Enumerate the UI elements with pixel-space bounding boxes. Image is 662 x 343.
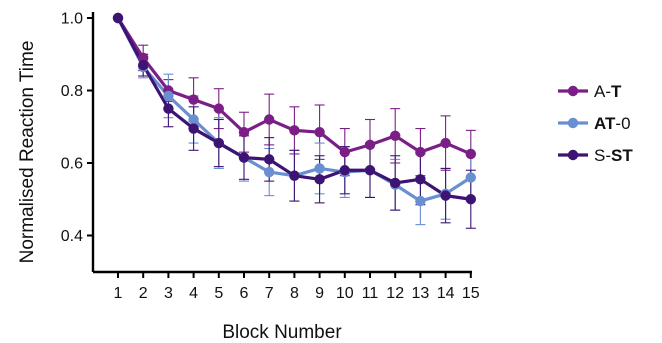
x-tick-label: 14 bbox=[437, 285, 455, 302]
data-point-s-st bbox=[390, 177, 401, 189]
data-point-s-st bbox=[364, 165, 376, 176]
data-point-s-st bbox=[138, 59, 149, 71]
data-point-a-t bbox=[415, 146, 426, 158]
x-axis-title: Block Number bbox=[222, 322, 342, 343]
data-point-s-st bbox=[264, 154, 275, 165]
data-points-layer bbox=[112, 12, 476, 207]
x-tick-label: 1 bbox=[114, 285, 123, 302]
legend-label: AT-0 bbox=[594, 114, 631, 133]
x-tick-label: 3 bbox=[164, 285, 173, 302]
axes bbox=[87, 12, 472, 278]
data-point-at-0 bbox=[188, 114, 199, 125]
legend-label: S-ST bbox=[594, 146, 633, 165]
x-tick-label: 8 bbox=[290, 285, 299, 302]
y-tick-label: 0.4 bbox=[61, 228, 83, 245]
x-tick-label: 7 bbox=[265, 285, 274, 302]
legend-item-a-t: A-T bbox=[558, 82, 622, 101]
legend: A-TAT-0S-ST bbox=[558, 82, 633, 165]
data-point-a-t bbox=[440, 137, 451, 149]
legend-label-part: -0 bbox=[615, 114, 630, 133]
x-tick-label: 4 bbox=[189, 285, 198, 302]
legend-label-part: AT bbox=[594, 114, 616, 133]
data-point-at-0 bbox=[415, 195, 426, 207]
x-tick-label: 6 bbox=[240, 285, 249, 302]
data-point-s-st bbox=[238, 152, 250, 163]
data-point-a-t bbox=[238, 126, 250, 138]
data-point-at-0 bbox=[264, 166, 275, 178]
data-point-s-st bbox=[112, 12, 124, 24]
legend-label-part: ST bbox=[611, 146, 633, 165]
legend-swatch-marker bbox=[567, 149, 579, 161]
legend-label-part: T bbox=[611, 82, 622, 101]
legend-swatch-marker bbox=[567, 117, 579, 129]
legend-label: A-T bbox=[594, 82, 622, 101]
y-tick-label: 0.6 bbox=[61, 156, 83, 173]
x-tick-label: 9 bbox=[315, 285, 324, 302]
data-point-a-t bbox=[264, 114, 275, 125]
data-point-s-st bbox=[440, 190, 451, 201]
x-tick-label: 11 bbox=[362, 285, 379, 302]
data-point-a-t bbox=[138, 52, 149, 64]
x-tick-label: 12 bbox=[386, 285, 404, 302]
x-tick-label: 2 bbox=[139, 285, 148, 302]
legend-swatch-marker bbox=[567, 85, 579, 97]
data-point-s-st bbox=[415, 174, 426, 185]
data-point-s-st bbox=[314, 174, 325, 185]
y-tick-label: 0.8 bbox=[61, 83, 83, 100]
data-point-a-t bbox=[213, 103, 224, 114]
data-point-s-st bbox=[339, 165, 350, 176]
data-point-s-st bbox=[289, 170, 300, 181]
y-tick-label: 1.0 bbox=[61, 11, 83, 28]
tick-labels: 0.40.60.81.01 2 3 4 5 6 7 8 9 10 11 12 13 14 15 bbox=[61, 11, 480, 303]
data-point-a-t bbox=[364, 139, 376, 151]
data-point-s-st bbox=[188, 123, 199, 134]
data-point-s-st bbox=[163, 103, 174, 114]
data-point-a-t bbox=[339, 146, 350, 158]
legend-label-part: A- bbox=[594, 82, 611, 101]
data-point-a-t bbox=[390, 130, 401, 142]
data-point-s-st bbox=[213, 137, 224, 149]
legend-item-s-st: S-ST bbox=[558, 146, 633, 165]
legend-item-at-0: AT-0 bbox=[558, 114, 631, 133]
x-tick-label: 13 bbox=[412, 285, 430, 302]
data-point-a-t bbox=[465, 148, 476, 160]
x-tick-label: 10 bbox=[336, 285, 354, 302]
data-point-at-0 bbox=[314, 163, 325, 174]
x-tick-label: 5 bbox=[214, 285, 223, 302]
data-point-s-st bbox=[465, 194, 476, 205]
x-tick-label: 15 bbox=[462, 285, 480, 302]
data-point-a-t bbox=[314, 126, 325, 138]
data-point-at-0 bbox=[163, 90, 174, 102]
y-axis-title: Normalised Reaction Time bbox=[17, 41, 38, 264]
data-point-a-t bbox=[289, 125, 300, 136]
legend-label-part: S- bbox=[594, 146, 611, 165]
data-point-a-t bbox=[188, 94, 199, 105]
data-point-at-0 bbox=[465, 172, 476, 183]
